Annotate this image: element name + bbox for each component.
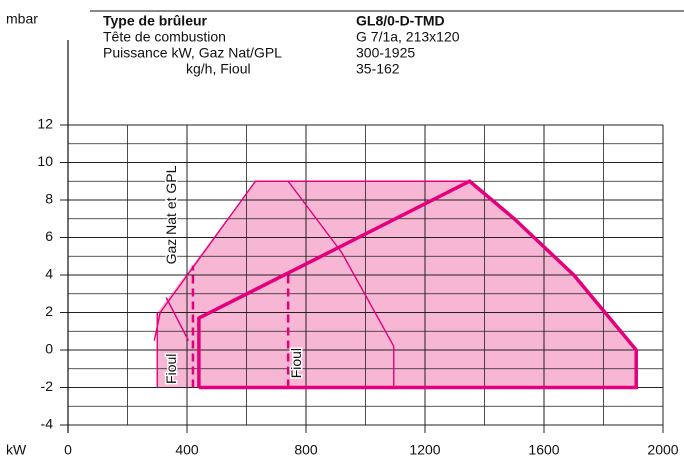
annotation: Fioul	[163, 354, 179, 384]
annotation: Fioul	[288, 348, 304, 378]
annotation: Gaz Nat et GPL	[163, 165, 179, 264]
y-tick-label: -4	[41, 416, 54, 432]
y-tick-label: 10	[37, 153, 53, 169]
header-value: G 7/1a, 213x120	[356, 29, 460, 45]
x-tick-label: 0	[64, 442, 72, 458]
y-tick-label: 6	[45, 228, 53, 244]
x-label: kW	[6, 442, 27, 458]
boundary-line	[197, 179, 638, 390]
header-key: Puissance kW, Gaz Nat/GPL	[103, 45, 282, 61]
y-tick-label: 0	[45, 341, 53, 357]
y-tick-label: 12	[37, 116, 53, 132]
y-tick-label: 4	[45, 266, 53, 282]
y-tick-label: 2	[45, 303, 53, 319]
y-tick-label: 8	[45, 191, 53, 207]
header-value: 300-1925	[356, 45, 415, 61]
header-value: 35-162	[356, 61, 400, 77]
boundary-line	[287, 180, 395, 388]
working-field	[157, 181, 637, 388]
y-label: mbar	[6, 11, 38, 27]
header-key: Tête de combustion	[103, 29, 226, 45]
x-tick-label: 1600	[528, 442, 559, 458]
x-tick-label: 400	[175, 442, 199, 458]
y-tick-label: -2	[41, 378, 54, 394]
x-tick-label: 2000	[647, 442, 678, 458]
header-key: kg/h, Fioul	[186, 61, 251, 77]
header-key: Type de brûleur	[103, 13, 208, 29]
boundary-line	[165, 297, 190, 341]
header-value: GL8/0-D-TMD	[356, 13, 445, 29]
x-tick-label: 800	[294, 442, 318, 458]
x-tick-label: 1200	[409, 442, 440, 458]
